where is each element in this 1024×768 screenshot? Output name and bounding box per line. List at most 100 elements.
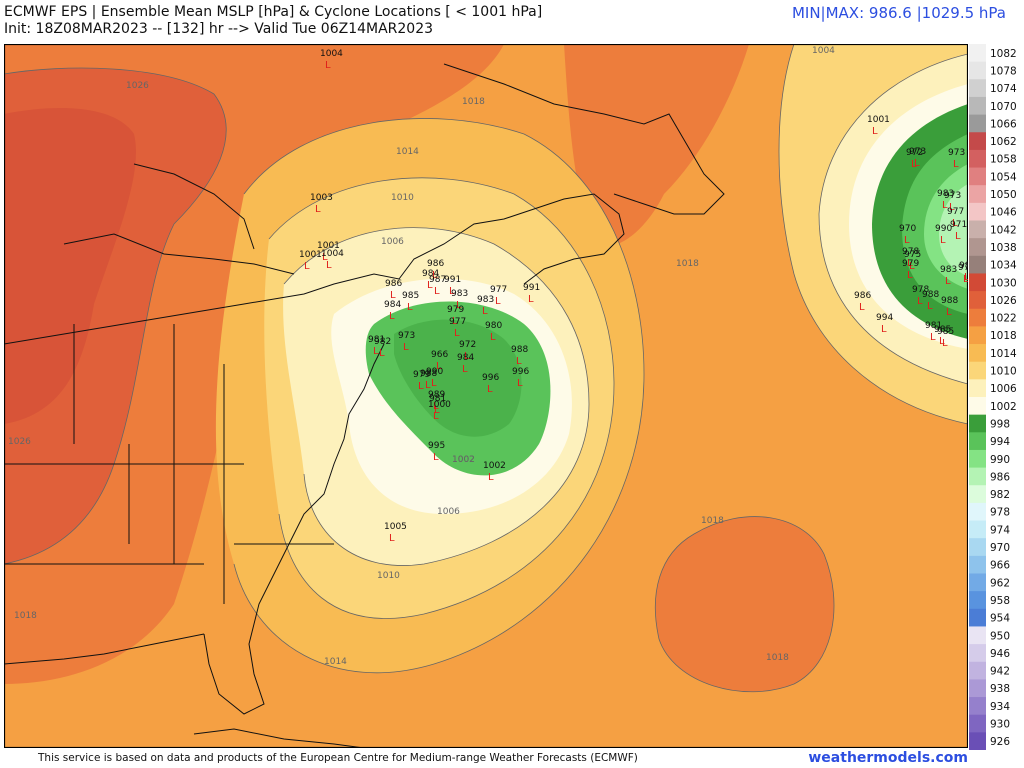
low-pressure-value: 973 (909, 147, 926, 157)
isobar-lines (4, 44, 968, 693)
low-marker-icon: L (454, 328, 460, 339)
isobar-label: 1018 (701, 516, 724, 526)
legend-swatch (969, 432, 986, 451)
low-marker-icon: L (407, 302, 413, 313)
low-marker-icon: L (946, 307, 952, 318)
field-994-central (394, 319, 522, 437)
low-pressure-value: 1004 (320, 49, 343, 59)
field-998-central (365, 301, 551, 476)
low-pressure-value: 986 (427, 259, 444, 269)
legend-swatch (969, 591, 986, 610)
low-marker-icon: L (930, 332, 936, 343)
legend-swatch (969, 397, 986, 416)
legend-swatch (969, 520, 986, 539)
legend-swatch (969, 61, 986, 80)
low-marker-icon: L (963, 274, 968, 285)
low-marker-icon: L (390, 290, 396, 301)
field-1022-atlantic (655, 516, 834, 692)
low-marker-icon: L (495, 296, 501, 307)
legend-label: 954 (990, 613, 1010, 625)
low-pressure-value: 987 (429, 275, 446, 285)
low-marker-icon: L (907, 270, 913, 281)
legend-label: 1030 (990, 277, 1017, 289)
legend-label: 1066 (990, 118, 1017, 130)
low-marker-icon: L (945, 276, 951, 287)
coastlines (4, 63, 725, 748)
pressure-map: 1026 1018 1014 1010 1006 1002 1004 1018 … (4, 44, 968, 748)
isobar-label: 1006 (381, 237, 404, 247)
low-marker-icon: L (909, 261, 915, 272)
low-pressure-value: 988 (420, 369, 437, 379)
low-marker-icon: L (917, 296, 923, 307)
low-pressure-value: 1005 (384, 522, 407, 532)
legend-label: 970 (990, 542, 1010, 554)
legend-label: 1050 (990, 189, 1017, 201)
low-pressure-value: 980 (485, 321, 502, 331)
isobar-label: 1006 (437, 507, 460, 517)
low-pressure-value: 971 (950, 220, 967, 230)
legend-label: 1026 (990, 295, 1017, 307)
low-marker-icon: L (904, 235, 910, 246)
low-marker-icon: L (528, 294, 534, 305)
legend-label: 990 (990, 454, 1010, 466)
low-pressure-value: 985 (402, 291, 419, 301)
low-marker-icon: L (517, 378, 523, 389)
legend-label: 978 (990, 507, 1010, 519)
legend-label: 1038 (990, 242, 1017, 254)
low-pressure-value: 981 (925, 321, 942, 331)
legend-label: 1054 (990, 171, 1017, 183)
legend-swatch (969, 132, 986, 151)
low-pressure-value: 978 (912, 285, 929, 295)
low-marker-icon: L (452, 316, 458, 327)
low-pressure-value: 975 (904, 250, 921, 260)
low-marker-icon: L (433, 411, 439, 422)
legend-swatch (969, 149, 986, 169)
minmax-readout: MIN|MAX: 986.6 |1029.5 hPa (791, 4, 1006, 22)
low-marker-icon: L (949, 202, 955, 213)
low-marker-icon: L (914, 158, 920, 169)
low-pressure-value: 995 (428, 441, 445, 451)
low-pressure-value: 966 (431, 350, 448, 360)
low-pressure-value: 979 (447, 305, 464, 315)
low-pressure-value: 991 (444, 275, 461, 285)
low-marker-icon: L (462, 364, 468, 375)
low-marker-icon: L (449, 286, 455, 297)
isobar-label: 1026 (8, 437, 31, 447)
legend-label: 1074 (990, 83, 1017, 95)
legend-label: 966 (990, 560, 1010, 572)
legend-label: 994 (990, 436, 1010, 448)
low-marker-icon: L (433, 401, 439, 412)
isobar-label: 1014 (324, 657, 347, 667)
legend-label: 1010 (990, 366, 1017, 378)
low-pressure-value: 979 (413, 370, 430, 380)
isobar-label-group: 1026 1018 1014 1010 1006 1002 1004 1018 … (8, 46, 835, 667)
low-pressure-value: 978 (902, 247, 919, 257)
legend-swatch (969, 502, 986, 522)
legend-label: 962 (990, 577, 1010, 589)
low-pressure-value: 986 (854, 291, 871, 301)
low-pressure-value: 973 (948, 148, 965, 158)
low-pressure-value: 985 (934, 325, 951, 335)
low-marker-icon: L (907, 258, 913, 269)
legend-swatch (969, 167, 986, 186)
low-pressure-value: 977 (947, 207, 964, 217)
legend-swatch (969, 185, 986, 204)
isobar-label: 1010 (391, 193, 414, 203)
legend-label: 1058 (990, 154, 1017, 166)
legend-label: 930 (990, 719, 1010, 731)
low-pressure-value: 988 (941, 296, 958, 306)
low-marker-icon: L (427, 280, 433, 291)
low-pressure-value: 991 (523, 283, 540, 293)
low-pressure-value: 973 (944, 191, 961, 201)
low-marker-icon: L (389, 533, 395, 544)
low-marker-icon: L (456, 300, 462, 311)
low-marker-icon: L (952, 218, 958, 229)
low-marker-icon: L (403, 342, 409, 353)
legend-swatch (969, 697, 986, 716)
low-marker-icon: L (942, 200, 948, 211)
low-marker-icon: L (482, 306, 488, 317)
low-pressure-value: 985 (937, 327, 954, 337)
brand-link[interactable]: weathermodels.com (808, 750, 968, 766)
low-pressure-value: 984 (422, 269, 439, 279)
